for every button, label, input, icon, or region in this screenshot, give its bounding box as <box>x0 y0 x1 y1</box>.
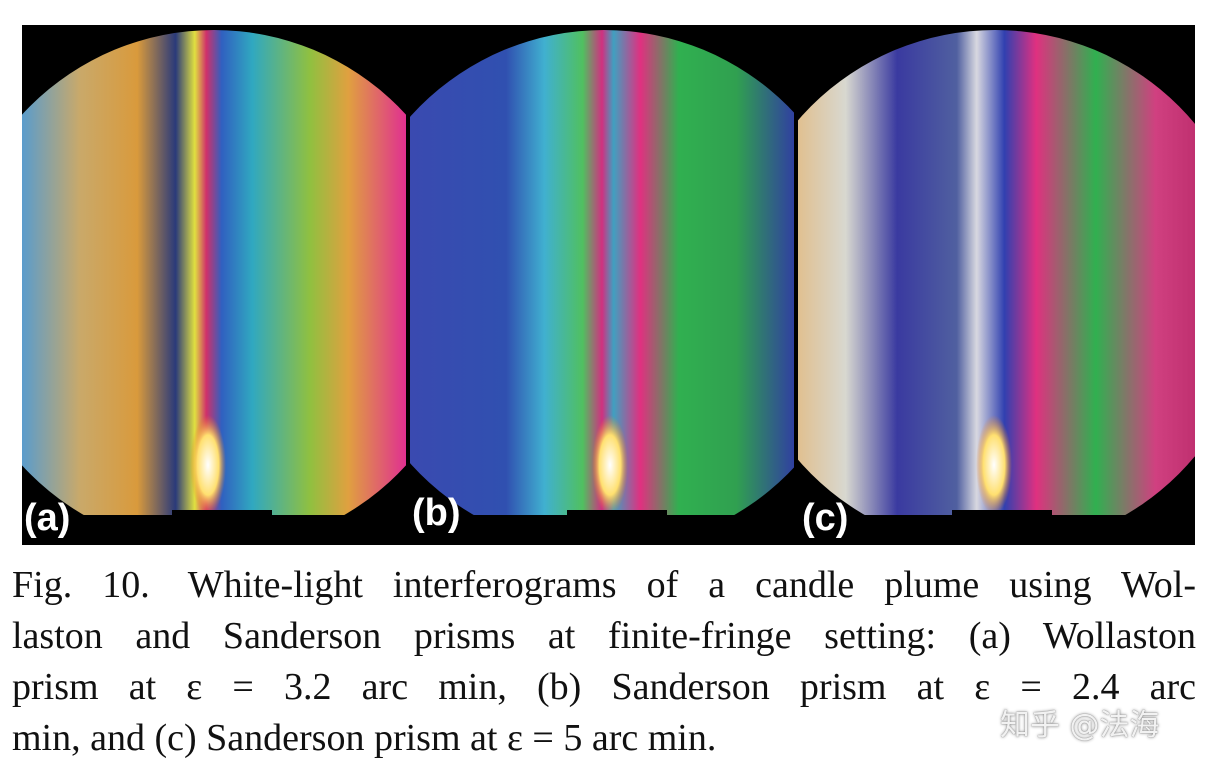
candle <box>172 510 272 545</box>
watermark: 知乎 @法海 <box>1000 708 1160 743</box>
flame <box>592 415 628 515</box>
flame <box>190 415 226 515</box>
panel-label: (b) <box>412 492 461 534</box>
caption: Fig. 10. White-light interferograms of a… <box>12 560 1196 764</box>
caption-line: laston and Sanderson prisms at finite-fr… <box>12 615 1196 657</box>
caption-line: min, and (c) Sanderson prism at ε = 5 ar… <box>12 717 717 759</box>
flame <box>976 415 1012 515</box>
caption-line: Fig. 10. White-light interferograms of a… <box>12 564 1196 606</box>
panel-label: (c) <box>802 497 848 539</box>
caption-line: prism at ε = 3.2 arc min, (b) Sanderson … <box>12 666 1196 708</box>
panel-label: (a) <box>24 497 70 539</box>
candle <box>952 510 1052 545</box>
figure: (a) (b) (c) <box>22 25 1195 545</box>
candle <box>567 510 667 545</box>
